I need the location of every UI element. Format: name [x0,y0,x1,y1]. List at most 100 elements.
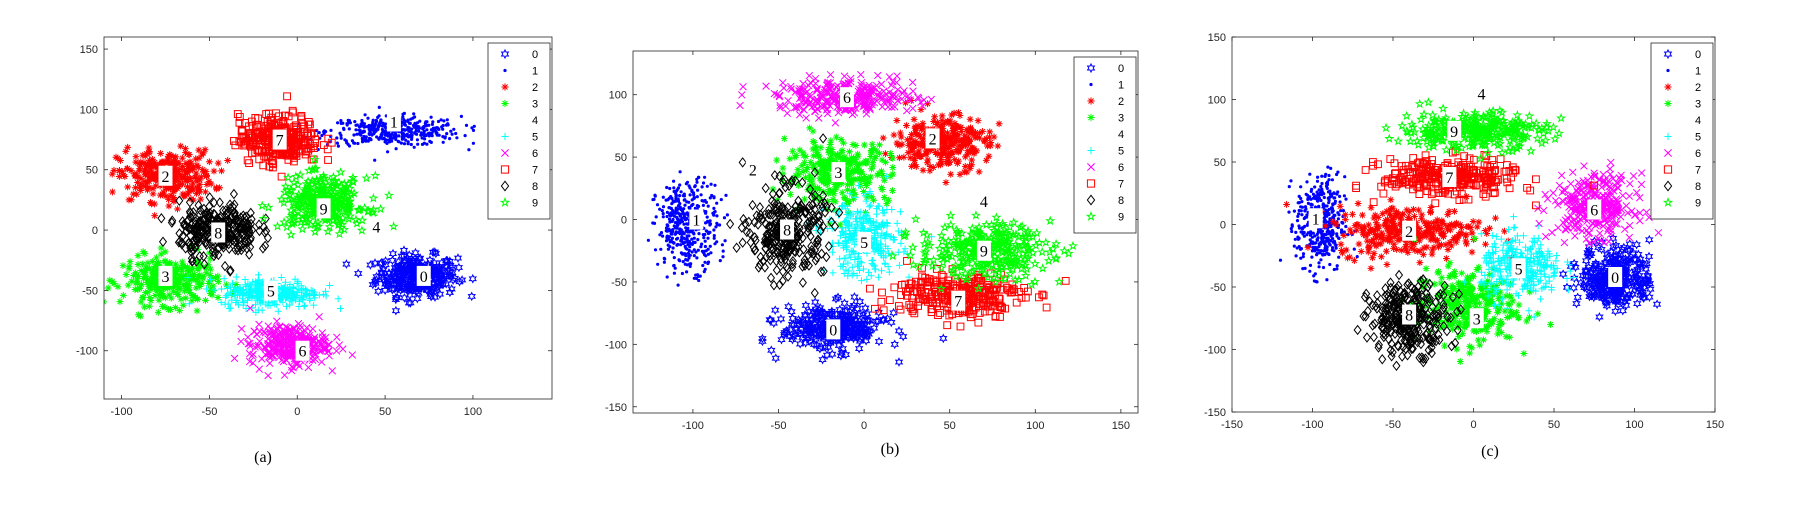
point-1 [340,122,343,125]
point-1 [697,275,700,278]
point-3 [817,158,824,165]
point-2 [975,117,982,124]
point-1 [403,112,406,115]
panel-caption: (a) [254,449,272,466]
point-1 [688,206,691,209]
point-1 [660,231,663,234]
point-3 [869,141,876,148]
y-tick-label: 150 [80,44,98,56]
point-1 [423,132,426,135]
point-1 [656,263,659,266]
cluster-label-3: 3 [158,266,172,286]
point-2 [985,153,992,160]
point-1 [692,197,695,200]
point-1 [323,129,326,132]
point-1 [397,140,400,143]
point-1 [673,256,676,259]
point-1 [675,216,678,219]
point-1 [702,204,705,207]
point-1 [428,140,431,143]
point-3 [852,142,859,149]
point-1 [446,122,449,125]
point-1 [723,216,726,219]
point-3 [145,289,152,296]
point-2 [157,150,164,157]
point-1 [726,213,729,216]
point-1 [674,212,677,215]
point-1 [361,124,364,127]
point-2 [948,112,955,119]
point-1 [437,128,440,131]
point-3 [810,138,817,145]
point-1 [422,126,425,129]
point-1 [703,261,706,264]
point-3 [810,146,817,153]
point-2 [172,174,179,181]
point-2 [963,126,970,133]
point-1 [666,211,669,214]
point-1 [416,143,419,146]
point-2 [135,173,142,180]
point-2 [136,168,143,175]
point-2 [941,145,948,152]
point-2 [208,181,215,188]
point-1 [701,264,704,267]
point-1 [655,215,658,218]
point-2 [954,160,961,167]
point-1 [687,234,690,237]
point-3 [889,187,896,194]
point-3 [879,186,886,193]
cluster-label-0: 0 [417,266,431,286]
point-1 [700,243,703,246]
point-2 [942,132,949,139]
x-tick-label: -100 [111,406,133,418]
point-1 [375,135,378,138]
point-3 [120,262,127,269]
point-3 [78,275,85,282]
point-2 [132,159,139,166]
point-2 [942,150,949,157]
point-2 [903,122,910,129]
point-3 [806,125,813,132]
cluster-label-text: 4 [372,219,380,236]
point-1 [704,245,707,248]
point-2 [948,142,955,149]
point-1 [697,249,700,252]
point-2 [189,165,196,172]
point-1 [702,233,705,236]
point-1 [455,136,458,139]
point-1 [348,119,351,122]
point-1 [448,137,451,140]
point-1 [682,260,685,263]
point-1 [407,142,410,145]
point-2 [173,160,180,167]
point-1 [373,159,376,162]
point-2 [224,157,231,164]
point-1 [418,120,421,123]
point-3 [140,275,147,282]
point-3 [120,292,127,299]
point-1 [706,185,709,188]
point-3 [153,286,160,293]
point-2 [891,132,898,139]
point-3 [149,276,156,283]
point-1 [345,122,348,125]
point-1 [368,125,371,128]
point-1 [377,124,380,127]
point-2 [927,163,934,170]
point-3 [861,176,868,183]
point-2 [206,158,213,165]
point-3 [800,149,807,156]
point-1 [417,129,420,132]
point-1 [674,226,677,229]
point-2 [157,192,164,199]
point-2 [215,160,222,167]
point-1 [356,142,359,145]
point-1 [404,124,407,127]
point-1 [384,122,387,125]
point-3 [862,160,869,167]
point-1 [442,141,445,144]
point-1 [353,120,356,123]
point-1 [686,214,689,217]
